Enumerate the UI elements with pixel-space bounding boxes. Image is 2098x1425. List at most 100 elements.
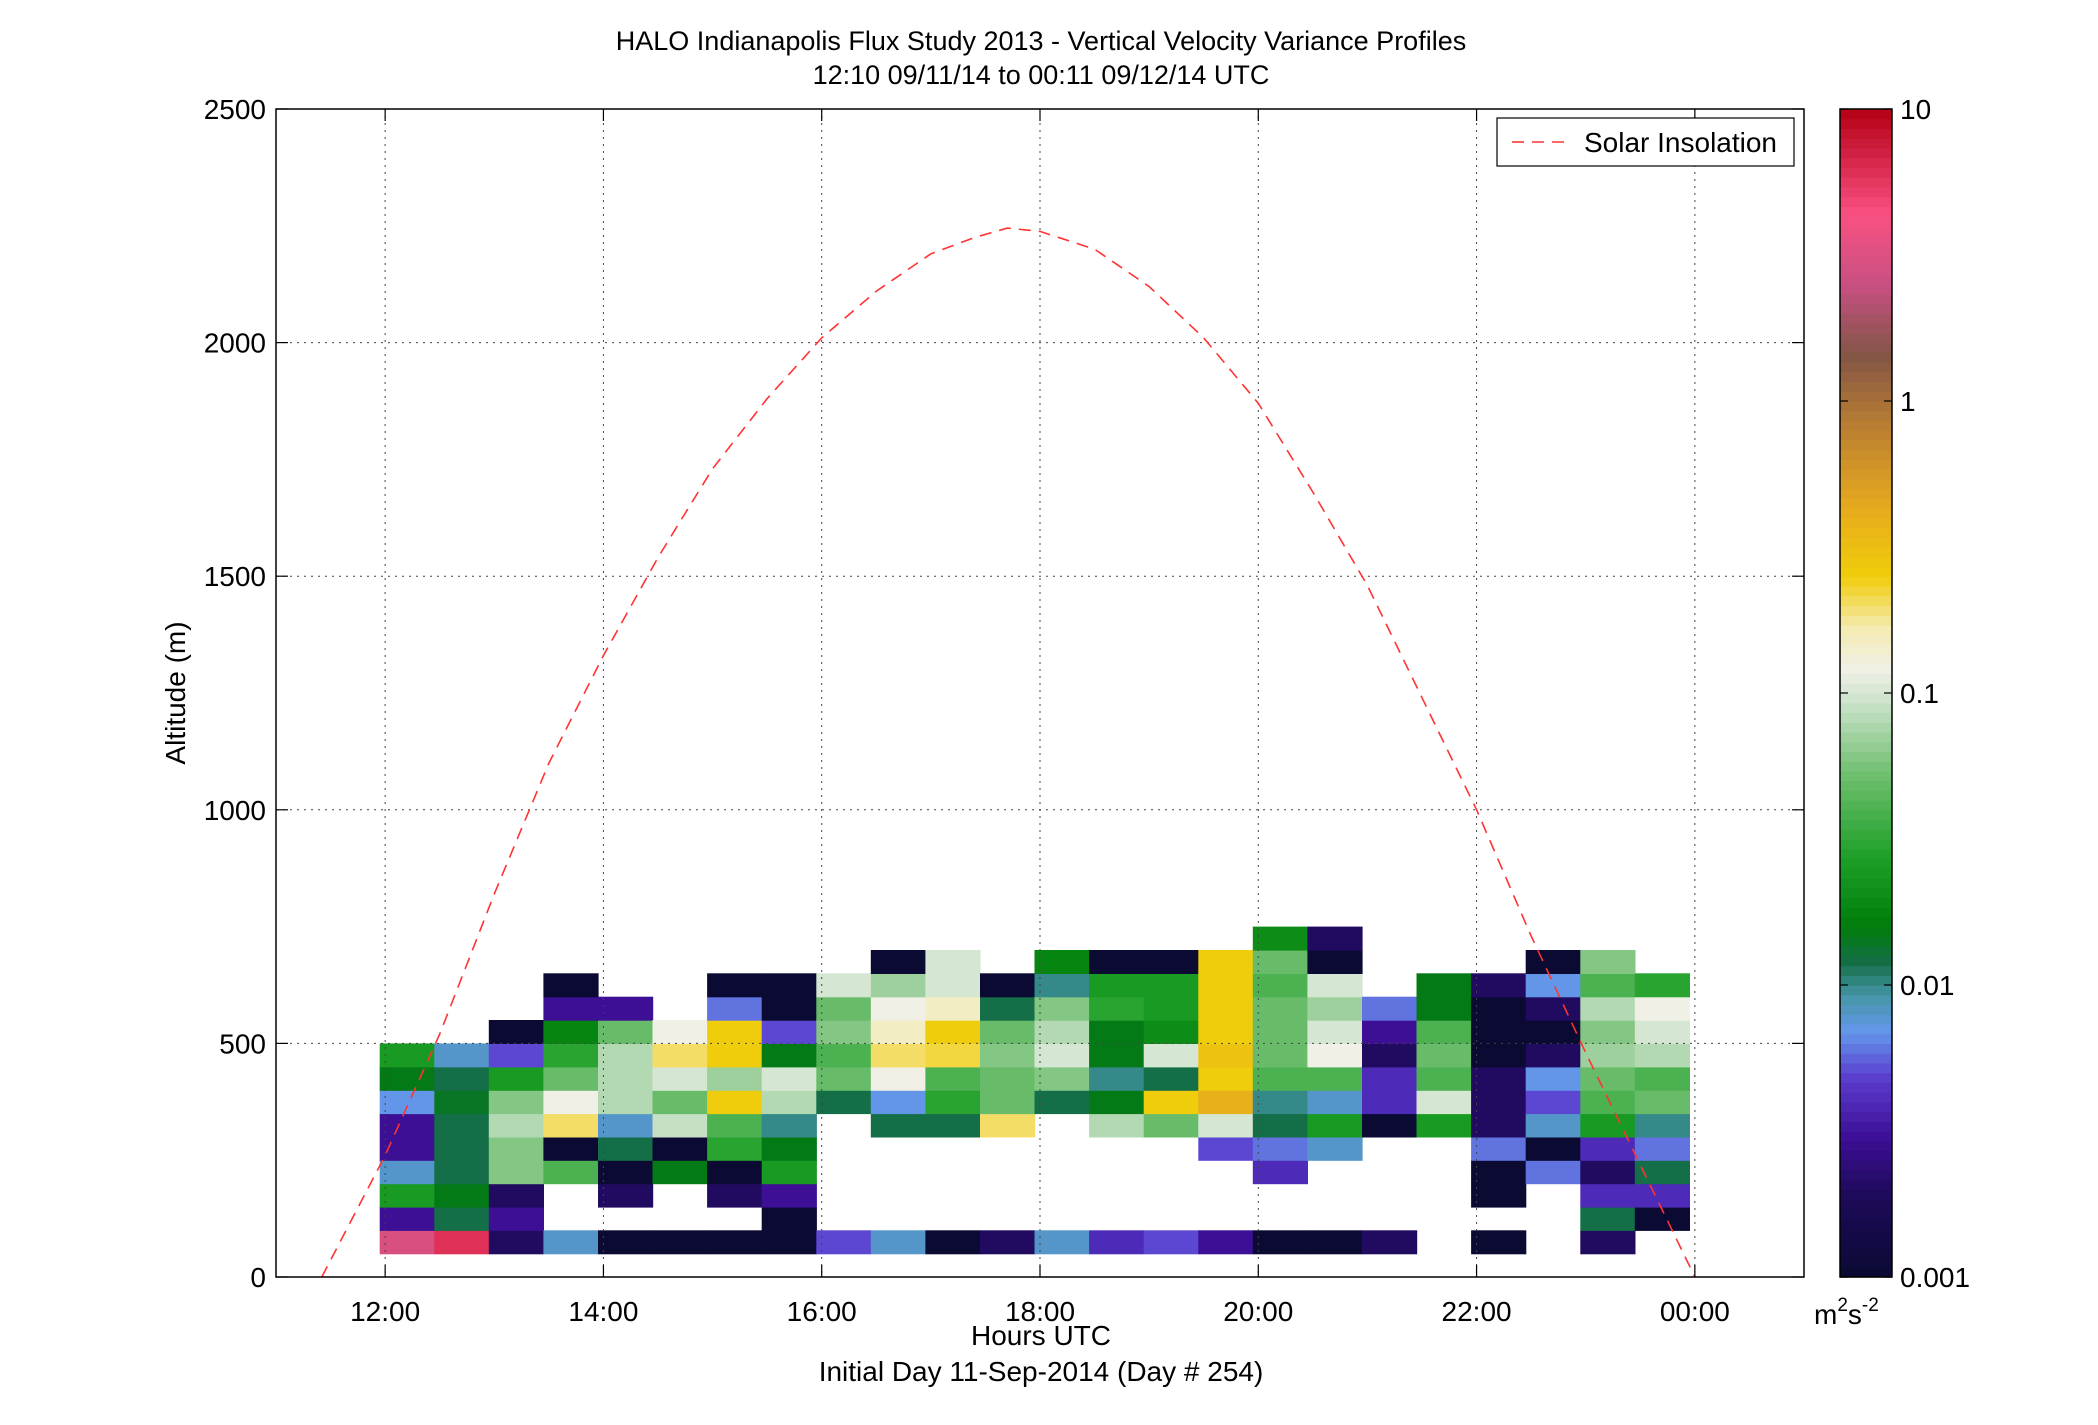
colorbar-segment (1840, 439, 1892, 451)
x-axis-label: Hours UTC (971, 1320, 1111, 1351)
colorbar-segment (1840, 196, 1892, 207)
heatmap-cell (1143, 1043, 1199, 1068)
colorbar-segment (1840, 293, 1892, 305)
heatmap-cell (707, 1160, 763, 1185)
colorbar-segment (1840, 907, 1892, 918)
heatmap-cell (1034, 1066, 1090, 1091)
heatmap-cell (543, 973, 599, 998)
heatmap-cell (707, 1043, 763, 1068)
colorbar-segment (1840, 1004, 1892, 1015)
y-tick-label: 1000 (204, 795, 266, 826)
heatmap-cell (816, 1066, 872, 1091)
colorbar-segment (1840, 800, 1892, 811)
heatmap-cell (598, 1113, 654, 1138)
heatmap-cell (870, 1043, 926, 1068)
colorbar-segment (1840, 255, 1892, 266)
heatmap-cell (1307, 950, 1363, 974)
heatmap-cell (1089, 950, 1145, 974)
heatmap-cell (1089, 1043, 1145, 1068)
heatmap-cell (1034, 1020, 1090, 1044)
heatmap-cell (1143, 996, 1199, 1021)
heatmap-cell (652, 1160, 708, 1185)
heatmap-cell (925, 950, 981, 974)
heatmap-cell (761, 1160, 817, 1185)
heatmap-cell (1416, 1090, 1472, 1115)
solar-insolation-curve (321, 227, 1696, 1278)
heatmap-cell (434, 1066, 490, 1091)
colorbar-segment (1840, 644, 1892, 655)
heatmap-cell (980, 996, 1036, 1021)
heatmap-cell (1580, 1043, 1636, 1068)
heatmap-cell (1580, 1113, 1636, 1138)
heatmap-cell (870, 996, 926, 1021)
heatmap-cell (488, 1066, 544, 1091)
heatmap-cell (1089, 1090, 1145, 1115)
heatmap-cell (761, 1020, 817, 1044)
heatmap-cell (1252, 1043, 1308, 1068)
colorbar-segment (1840, 284, 1892, 295)
heatmap-cell (925, 1090, 981, 1115)
heatmap-cell (1634, 1136, 1690, 1161)
heatmap-cell (1416, 1113, 1472, 1138)
heatmap-cell (1307, 973, 1363, 998)
heatmap-cell (707, 996, 763, 1021)
colorbar-segment (1840, 615, 1892, 626)
heatmap-cell (379, 1113, 435, 1138)
heatmap-cell (761, 1136, 817, 1161)
heatmap-cell (1198, 996, 1254, 1021)
y-tick-label: 0 (250, 1262, 266, 1293)
heatmap-cell (1198, 950, 1254, 974)
heatmap-cell (1471, 1230, 1527, 1255)
colorbar (1840, 109, 1892, 1278)
heatmap-cell (1252, 1020, 1308, 1044)
colorbar-segment (1840, 1169, 1892, 1181)
colorbar-segment (1840, 371, 1892, 383)
colorbar-segment (1840, 1092, 1892, 1103)
heatmap-cell (1143, 973, 1199, 998)
colorbar-segment (1840, 410, 1892, 422)
heatmap-cells (379, 926, 1690, 1255)
heatmap-cell (1252, 1066, 1308, 1091)
heatmap-cell (543, 1020, 599, 1044)
colorbar-segment (1840, 887, 1892, 898)
colorbar-segment (1840, 109, 1892, 120)
heatmap-cell (1525, 1113, 1581, 1138)
colorbar-segment (1840, 1150, 1892, 1161)
heatmap-cell (1416, 1020, 1472, 1044)
colorbar-segment (1840, 157, 1892, 168)
heatmap-cell (980, 1020, 1036, 1044)
heatmap-cell (434, 1230, 490, 1255)
heatmap-cell (598, 1160, 654, 1185)
heatmap-cell (1307, 1020, 1363, 1044)
colorbar-segment (1840, 508, 1892, 519)
colorbar-unit-s-exponent: -2 (1862, 1295, 1879, 1316)
colorbar-segment (1840, 809, 1892, 821)
heatmap-cell (652, 1230, 708, 1255)
colorbar-segment (1840, 401, 1892, 412)
heatmap-cell (1471, 973, 1527, 998)
heatmap-cell (488, 1183, 544, 1208)
heatmap-cell (1198, 1043, 1254, 1068)
colorbar-segment (1840, 741, 1892, 752)
heatmap-cell (1307, 996, 1363, 1021)
heatmap-cell (1471, 1090, 1527, 1115)
heatmap-cell (652, 1066, 708, 1091)
heatmap-cell (1307, 1113, 1363, 1138)
colorbar-segment (1840, 829, 1892, 840)
colorbar-segment (1840, 1131, 1892, 1142)
heatmap-cell (761, 1230, 817, 1255)
heatmap-cell (1362, 1066, 1418, 1091)
x-axis-label-day: Initial Day 11-Sep-2014 (Day # 254) (819, 1356, 1264, 1387)
colorbar-segment (1840, 264, 1892, 276)
heatmap-cell (1252, 1090, 1308, 1115)
x-tick-label: 00:00 (1660, 1296, 1730, 1327)
heatmap-cell (1416, 1066, 1472, 1091)
heatmap-cell (598, 1020, 654, 1044)
heatmap-cell (598, 996, 654, 1021)
colorbar-segment (1840, 517, 1892, 529)
heatmap-cell (543, 1113, 599, 1138)
heatmap-cell (1525, 1066, 1581, 1091)
heatmap-cell (1362, 1113, 1418, 1138)
colorbar-segment (1840, 1257, 1892, 1268)
heatmap-cell (816, 996, 872, 1021)
